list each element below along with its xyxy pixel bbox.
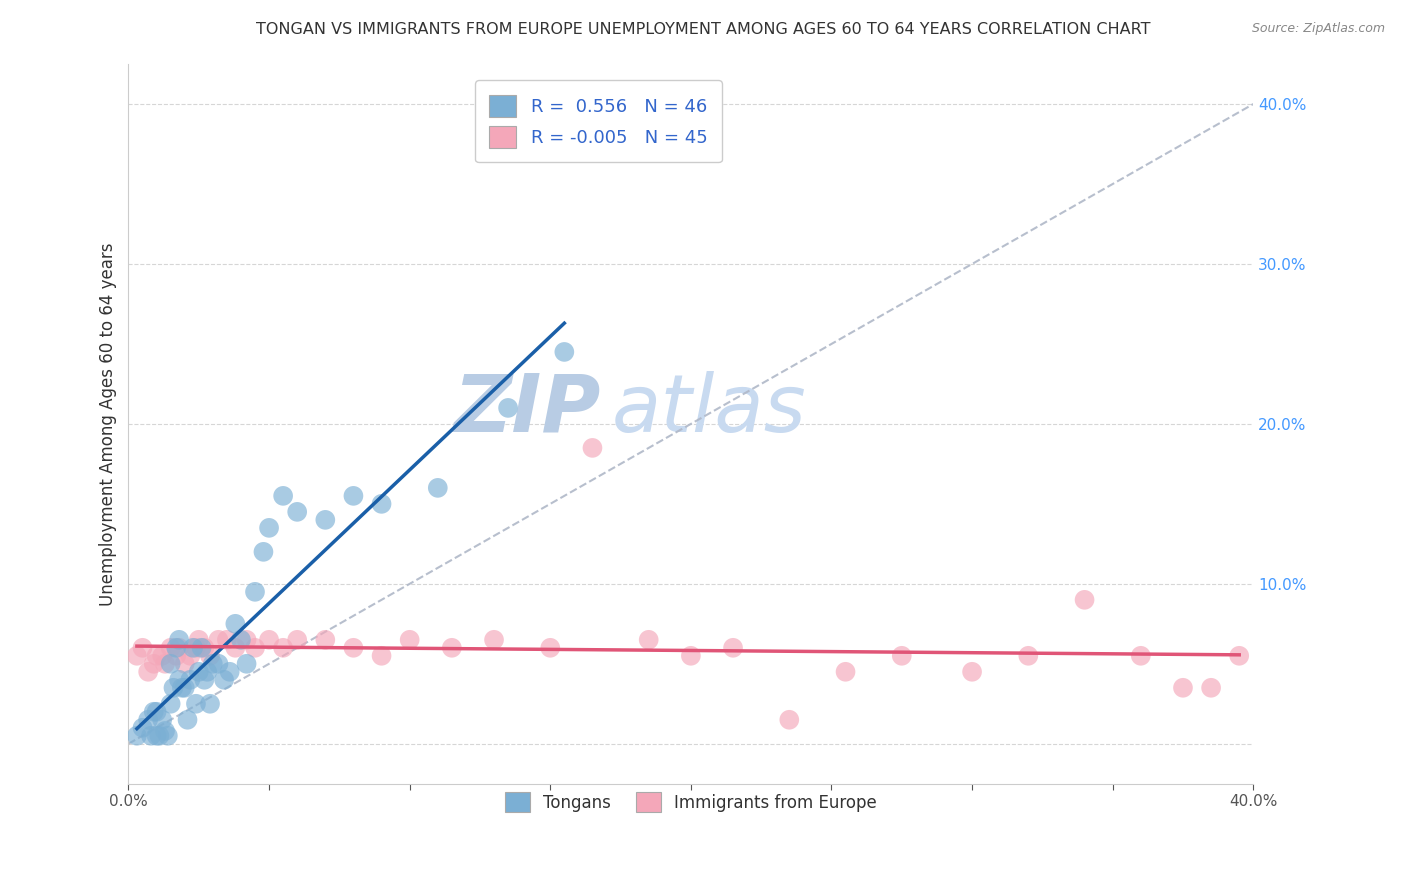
Point xyxy=(153,657,176,671)
Point xyxy=(201,657,224,671)
Point xyxy=(165,640,187,655)
Point xyxy=(198,697,221,711)
Point xyxy=(125,729,148,743)
Point xyxy=(496,401,519,415)
Point xyxy=(342,489,364,503)
Point xyxy=(187,665,209,679)
Point xyxy=(1073,592,1095,607)
Point xyxy=(960,665,983,679)
Point xyxy=(170,681,193,695)
Point xyxy=(1017,648,1039,663)
Point xyxy=(187,632,209,647)
Point xyxy=(257,632,280,647)
Point xyxy=(167,640,190,655)
Point xyxy=(212,673,235,687)
Point xyxy=(165,648,187,663)
Point xyxy=(179,648,201,663)
Point xyxy=(173,657,195,671)
Point xyxy=(1227,648,1250,663)
Point xyxy=(229,632,252,647)
Text: Source: ZipAtlas.com: Source: ZipAtlas.com xyxy=(1251,22,1385,36)
Point xyxy=(285,632,308,647)
Point xyxy=(125,648,148,663)
Point xyxy=(145,648,167,663)
Point xyxy=(167,632,190,647)
Point xyxy=(193,640,215,655)
Point xyxy=(235,632,257,647)
Point xyxy=(482,632,505,647)
Point xyxy=(150,648,173,663)
Point xyxy=(440,640,463,655)
Point xyxy=(173,681,195,695)
Point xyxy=(159,697,181,711)
Point xyxy=(131,640,153,655)
Point xyxy=(1171,681,1194,695)
Point xyxy=(834,665,856,679)
Point xyxy=(167,673,190,687)
Point xyxy=(198,648,221,663)
Point xyxy=(162,681,184,695)
Point xyxy=(257,521,280,535)
Point xyxy=(398,632,420,647)
Point xyxy=(243,584,266,599)
Point xyxy=(271,640,294,655)
Point xyxy=(553,345,575,359)
Point xyxy=(224,640,246,655)
Point xyxy=(235,657,257,671)
Point xyxy=(243,640,266,655)
Point xyxy=(778,713,800,727)
Text: ZIP: ZIP xyxy=(454,370,600,449)
Point xyxy=(148,729,170,743)
Point xyxy=(721,640,744,655)
Point xyxy=(159,657,181,671)
Point xyxy=(426,481,449,495)
Point xyxy=(145,705,167,719)
Point xyxy=(156,729,179,743)
Point xyxy=(145,729,167,743)
Point xyxy=(184,697,207,711)
Point xyxy=(637,632,659,647)
Text: atlas: atlas xyxy=(612,370,807,449)
Point xyxy=(215,632,238,647)
Text: TONGAN VS IMMIGRANTS FROM EUROPE UNEMPLOYMENT AMONG AGES 60 TO 64 YEARS CORRELAT: TONGAN VS IMMIGRANTS FROM EUROPE UNEMPLO… xyxy=(256,22,1150,37)
Point xyxy=(252,545,274,559)
Point xyxy=(131,721,153,735)
Point xyxy=(218,665,240,679)
Point xyxy=(285,505,308,519)
Legend: Tongans, Immigrants from Europe: Tongans, Immigrants from Europe xyxy=(491,779,890,826)
Point xyxy=(136,713,159,727)
Point xyxy=(890,648,912,663)
Point xyxy=(176,713,198,727)
Point xyxy=(679,648,702,663)
Point xyxy=(1199,681,1222,695)
Point xyxy=(150,713,173,727)
Point xyxy=(193,673,215,687)
Point xyxy=(370,648,392,663)
Point xyxy=(142,705,165,719)
Point xyxy=(314,513,336,527)
Point xyxy=(314,632,336,647)
Point xyxy=(342,640,364,655)
Point xyxy=(1129,648,1152,663)
Point xyxy=(224,616,246,631)
Point xyxy=(190,640,212,655)
Point xyxy=(271,489,294,503)
Point xyxy=(142,657,165,671)
Point xyxy=(581,441,603,455)
Point xyxy=(184,640,207,655)
Point xyxy=(153,723,176,738)
Point xyxy=(370,497,392,511)
Point xyxy=(195,665,218,679)
Point xyxy=(179,673,201,687)
Point xyxy=(181,640,204,655)
Point xyxy=(207,657,229,671)
Point xyxy=(159,640,181,655)
Point xyxy=(139,729,162,743)
Point xyxy=(136,665,159,679)
Point xyxy=(207,632,229,647)
Y-axis label: Unemployment Among Ages 60 to 64 years: Unemployment Among Ages 60 to 64 years xyxy=(100,242,117,606)
Point xyxy=(538,640,561,655)
